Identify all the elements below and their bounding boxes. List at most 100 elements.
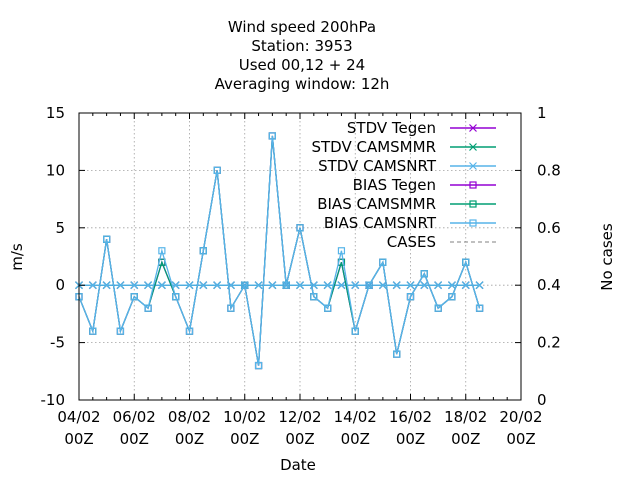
x-tick-label-hour: 00Z (396, 430, 425, 448)
x-tick-label-hour: 00Z (341, 430, 370, 448)
data-point (268, 132, 276, 140)
data-point (103, 235, 111, 243)
x-tick-label-hour: 00Z (451, 430, 480, 448)
data-point (172, 293, 180, 301)
data-point (475, 304, 484, 312)
data-point (213, 166, 221, 174)
data-point (337, 247, 346, 255)
data-point (116, 281, 125, 290)
data-point (310, 293, 318, 301)
data-point (323, 281, 332, 290)
x-tick-label-date: 10/02 (223, 408, 266, 426)
data-point (434, 304, 442, 312)
data-point (392, 281, 401, 290)
data-point (185, 281, 194, 290)
data-point (102, 281, 111, 290)
y2-tick-label: 0.2 (537, 334, 561, 352)
legend-marker (469, 200, 477, 208)
data-point (116, 327, 125, 335)
legend-marker (469, 143, 477, 151)
legend-marker (469, 124, 477, 132)
data-point (254, 281, 263, 290)
data-point (406, 281, 415, 290)
data-point (268, 281, 277, 290)
data-point (351, 327, 359, 335)
data-point (462, 258, 470, 266)
y-tick-label: 5 (55, 219, 65, 237)
x-tick-label-date: 14/02 (334, 408, 377, 426)
y2-tick-label: 0.8 (537, 161, 561, 179)
y2-tick-label: 0.6 (537, 219, 561, 237)
data-point (434, 281, 443, 290)
legend-label: STDV CAMSNRT (318, 157, 437, 175)
series-stdv-camsnrt (75, 281, 484, 290)
data-point (227, 304, 235, 312)
data-point (393, 350, 401, 358)
data-point (296, 224, 304, 232)
y2-tick-label: 1 (537, 104, 547, 122)
y-tick-label: -10 (41, 391, 66, 409)
data-point (144, 304, 152, 312)
data-point (448, 281, 456, 290)
legend-label: STDV Tegen (347, 119, 436, 137)
data-point (88, 281, 97, 290)
data-point (379, 258, 387, 266)
title-line: Wind speed 200hPa (228, 18, 376, 36)
x-axis-label: Date (280, 456, 316, 474)
y-tick-label: -5 (50, 334, 65, 352)
legend-marker (469, 219, 477, 227)
series-layer (75, 132, 484, 370)
series-bias-camsnrt (75, 132, 484, 370)
x-tick-label-hour: 00Z (175, 430, 204, 448)
legend-label: BIAS CAMSMMR (317, 195, 436, 213)
x-tick-label-hour: 00Z (120, 430, 149, 448)
data-point (213, 281, 222, 290)
y2-tick-label: 0 (537, 391, 547, 409)
data-point (420, 281, 429, 290)
title-line: Averaging window: 12h (215, 75, 390, 93)
data-point (351, 281, 360, 290)
x-tick-label-date: 04/02 (57, 408, 100, 426)
x-tick-label-hour: 00Z (506, 430, 535, 448)
data-point (420, 270, 428, 278)
y2-axis-label: No cases (598, 223, 616, 291)
x-tick-label-date: 08/02 (168, 408, 211, 426)
data-point (448, 293, 456, 301)
data-point (89, 327, 97, 335)
legend-marker (469, 181, 477, 189)
data-point (241, 281, 249, 289)
y-tick-label: 10 (46, 161, 65, 179)
x-tick-label-hour: 00Z (64, 430, 93, 448)
data-point (378, 281, 387, 290)
x-tick-label-date: 06/02 (113, 408, 156, 426)
y2-tick-label: 0.4 (537, 276, 561, 294)
data-point (365, 281, 373, 289)
data-point (157, 281, 166, 290)
x-tick-label-hour: 00Z (230, 430, 259, 448)
data-point (296, 281, 304, 290)
plot-frame (78, 112, 522, 401)
data-point (254, 361, 263, 370)
data-point (282, 281, 290, 289)
x-tick-label-hour: 00Z (285, 430, 314, 448)
legend-label: STDV CAMSMMR (311, 138, 436, 156)
y-axis-label: m/s (8, 243, 26, 271)
y-tick-label: 0 (55, 276, 65, 294)
grid (79, 113, 521, 400)
legend-label: BIAS Tegen (353, 176, 436, 194)
title-line: Used 00,12 + 24 (239, 56, 365, 74)
axes: 15 10 5 0 -5 -10 1 0.8 0.6 0.4 0.2 0 04/02 00Z 06/02 00… (41, 104, 561, 448)
data-point (158, 247, 166, 255)
title-line: Station: 3953 (251, 37, 352, 55)
data-point (337, 281, 346, 290)
x-tick-label-date: 16/02 (389, 408, 432, 426)
x-tick-label-date: 12/02 (278, 408, 321, 426)
data-point (199, 247, 207, 255)
data-point (475, 281, 484, 290)
data-point (324, 304, 332, 312)
legend-label: BIAS CAMSNRT (324, 214, 437, 232)
data-point (199, 281, 208, 290)
